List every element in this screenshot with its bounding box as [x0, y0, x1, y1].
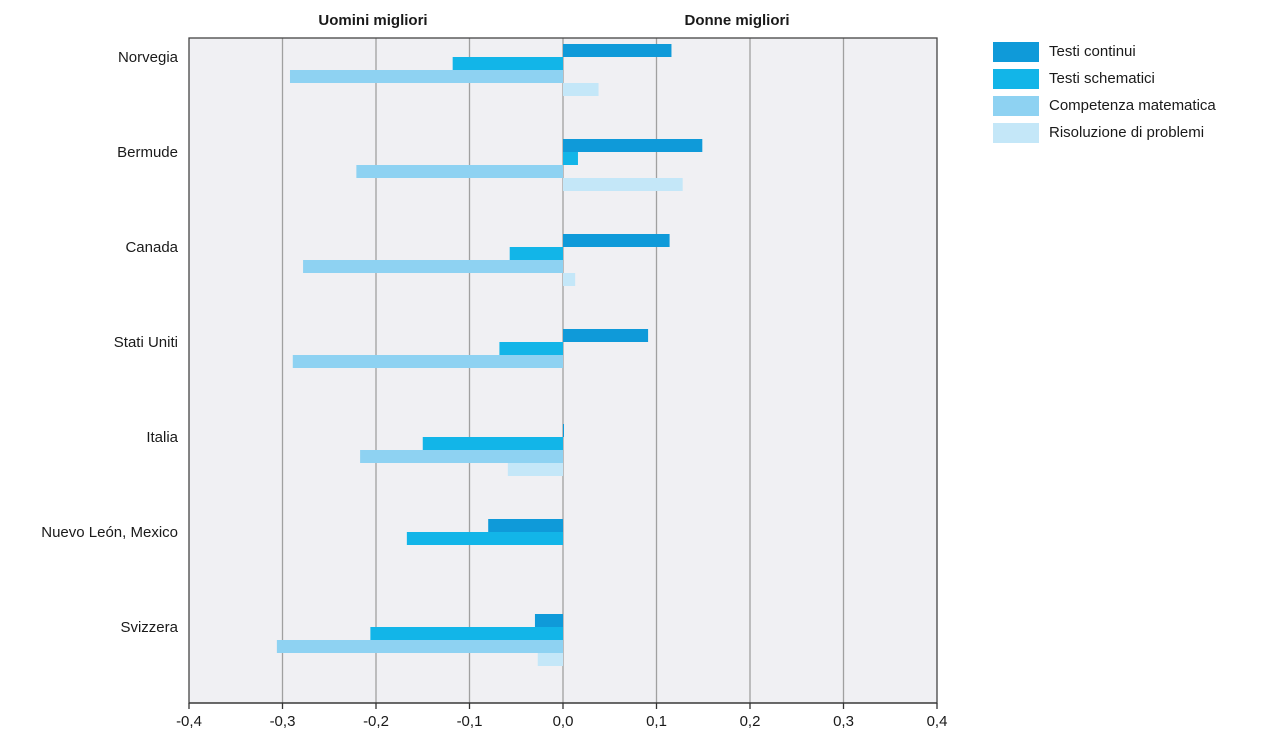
legend-swatch [993, 41, 1039, 62]
left-side-label: Uomini migliori [318, 12, 427, 29]
bar [563, 273, 576, 286]
bar [563, 44, 672, 57]
legend-item: Competenza matematica [993, 92, 1216, 119]
bar [422, 437, 563, 450]
bar [303, 260, 563, 273]
legend-label: Testi schematici [1049, 70, 1155, 87]
bar [563, 83, 599, 96]
category-label: Svizzera [120, 619, 178, 636]
bar [534, 614, 563, 627]
bar [406, 532, 563, 545]
category-label: Norvegia [118, 49, 179, 66]
bar [452, 57, 563, 70]
legend-swatch [993, 95, 1039, 116]
bar [276, 640, 563, 653]
legend-label: Competenza matematica [1049, 97, 1216, 114]
x-tick-label: 0,4 [927, 713, 948, 730]
bar [563, 234, 670, 247]
bar [509, 247, 563, 260]
legend-item: Testi continui [993, 38, 1216, 65]
legend-item: Testi schematici [993, 65, 1216, 92]
bar [499, 342, 563, 355]
x-tick-label: 0,2 [740, 713, 761, 730]
legend-swatch [993, 68, 1039, 89]
bar [360, 450, 563, 463]
category-label: Italia [146, 429, 178, 446]
legend-swatch [993, 122, 1039, 143]
bar [563, 329, 649, 342]
bar [563, 424, 564, 437]
x-tick-label: 0,0 [553, 713, 574, 730]
bar [563, 152, 578, 165]
bar [289, 70, 563, 83]
legend-label: Testi continui [1049, 43, 1136, 60]
bar [370, 627, 563, 640]
bar [292, 355, 563, 368]
x-tick-label: -0,1 [457, 713, 483, 730]
x-tick-label: 0,1 [646, 713, 667, 730]
x-tick-label: -0,4 [176, 713, 202, 730]
x-tick-label: 0,3 [833, 713, 854, 730]
category-label: Stati Uniti [114, 334, 178, 351]
bar [563, 139, 703, 152]
bar [537, 653, 563, 666]
category-label: Canada [125, 239, 178, 256]
legend-item: Risoluzione di problemi [993, 119, 1216, 146]
category-label: Bermude [117, 144, 178, 161]
bar [507, 463, 563, 476]
right-side-label: Donne migliori [685, 12, 790, 29]
legend: Testi continui Testi schematici Competenza… [993, 38, 1216, 146]
x-tick-label: -0,2 [363, 713, 389, 730]
bar [356, 165, 563, 178]
category-label: Nuevo León, Mexico [41, 524, 178, 541]
x-tick-label: -0,3 [270, 713, 296, 730]
legend-label: Risoluzione di problemi [1049, 124, 1205, 141]
bar [563, 178, 683, 191]
bar [488, 519, 563, 532]
